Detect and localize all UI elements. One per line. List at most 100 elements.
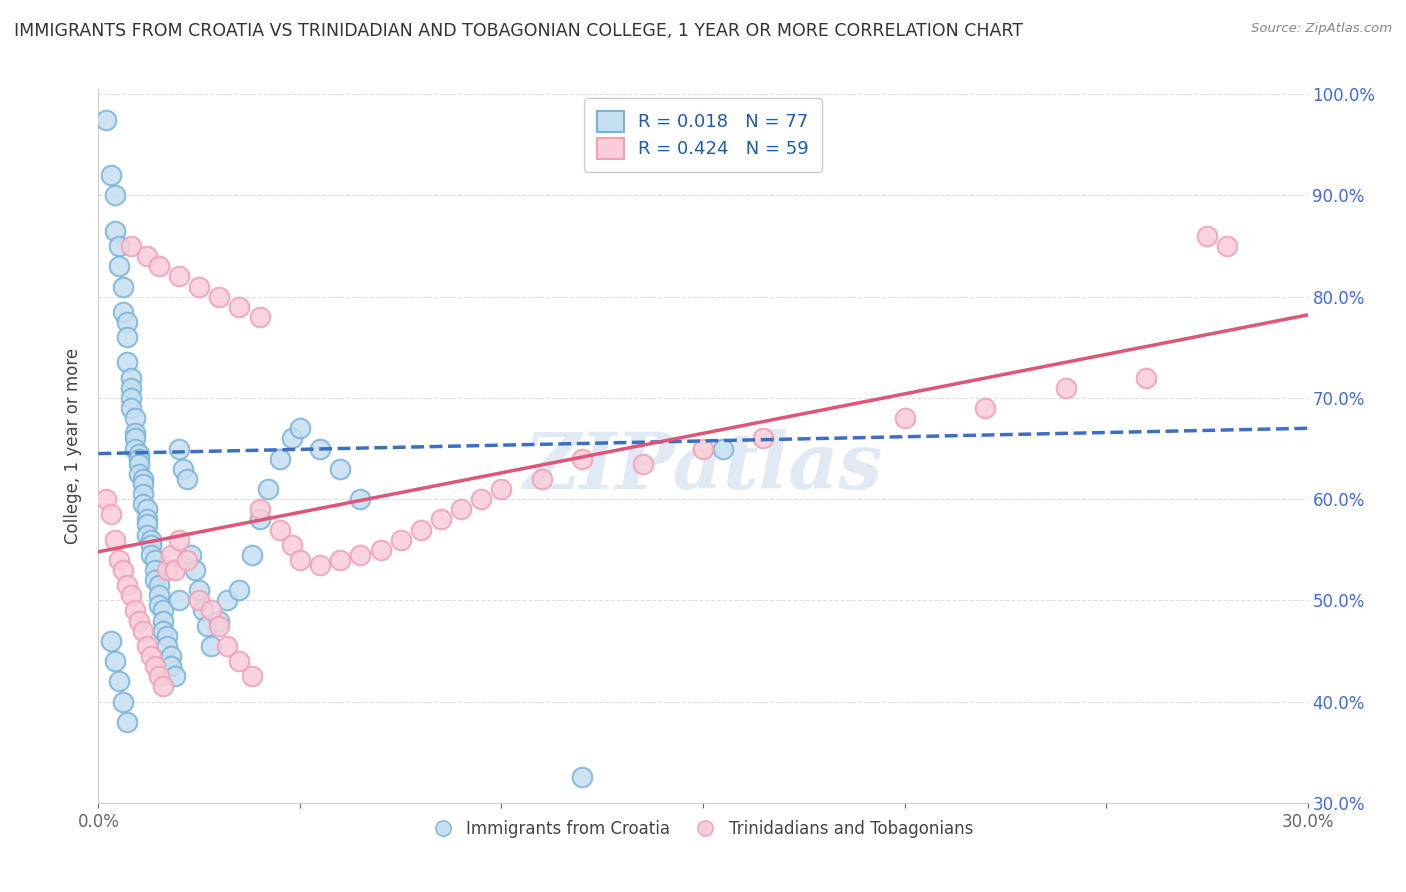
Point bbox=[100, 633, 122, 648]
Point bbox=[124, 431, 146, 445]
Point bbox=[107, 239, 129, 253]
Point bbox=[107, 674, 129, 689]
Point bbox=[115, 355, 138, 369]
Point bbox=[631, 457, 654, 471]
Point bbox=[152, 614, 174, 628]
Point bbox=[120, 370, 142, 384]
Point bbox=[370, 542, 392, 557]
Point bbox=[450, 502, 472, 516]
Point bbox=[148, 578, 170, 592]
Point bbox=[249, 310, 271, 324]
Point bbox=[107, 553, 129, 567]
Point bbox=[240, 669, 263, 683]
Point bbox=[135, 639, 157, 653]
Point bbox=[139, 538, 162, 552]
Point bbox=[571, 451, 593, 466]
Point bbox=[893, 411, 915, 425]
Point bbox=[228, 300, 250, 314]
Point bbox=[240, 548, 263, 562]
Point bbox=[208, 614, 231, 628]
Point bbox=[139, 648, 162, 663]
Point bbox=[128, 467, 150, 481]
Point bbox=[132, 472, 155, 486]
Point bbox=[176, 472, 198, 486]
Point bbox=[139, 533, 162, 547]
Point bbox=[530, 472, 553, 486]
Point bbox=[132, 477, 155, 491]
Point bbox=[163, 563, 186, 577]
Point bbox=[156, 629, 179, 643]
Point bbox=[188, 279, 211, 293]
Point bbox=[115, 330, 138, 344]
Point bbox=[135, 249, 157, 263]
Point bbox=[281, 538, 304, 552]
Point bbox=[692, 442, 714, 456]
Point bbox=[120, 239, 142, 253]
Point bbox=[409, 523, 432, 537]
Point bbox=[470, 492, 492, 507]
Point bbox=[752, 431, 775, 445]
Point bbox=[200, 639, 222, 653]
Point bbox=[143, 563, 166, 577]
Point bbox=[152, 680, 174, 694]
Point bbox=[103, 224, 125, 238]
Point bbox=[135, 517, 157, 532]
Point bbox=[107, 260, 129, 274]
Point bbox=[135, 502, 157, 516]
Point bbox=[111, 279, 134, 293]
Point bbox=[120, 401, 142, 415]
Text: IMMIGRANTS FROM CROATIA VS TRINIDADIAN AND TOBAGONIAN COLLEGE, 1 YEAR OR MORE CO: IMMIGRANTS FROM CROATIA VS TRINIDADIAN A… bbox=[14, 22, 1024, 40]
Point bbox=[103, 188, 125, 202]
Point bbox=[249, 502, 271, 516]
Point bbox=[132, 487, 155, 501]
Point bbox=[139, 548, 162, 562]
Point bbox=[103, 533, 125, 547]
Point bbox=[100, 168, 122, 182]
Point bbox=[167, 593, 190, 607]
Point bbox=[256, 482, 278, 496]
Text: Source: ZipAtlas.com: Source: ZipAtlas.com bbox=[1251, 22, 1392, 36]
Point bbox=[120, 381, 142, 395]
Point bbox=[200, 603, 222, 617]
Point bbox=[180, 548, 202, 562]
Point bbox=[228, 583, 250, 598]
Point bbox=[160, 548, 183, 562]
Point bbox=[128, 451, 150, 466]
Point bbox=[228, 654, 250, 668]
Point bbox=[135, 512, 157, 526]
Point bbox=[711, 442, 734, 456]
Point bbox=[128, 457, 150, 471]
Point bbox=[329, 553, 352, 567]
Point bbox=[389, 533, 412, 547]
Point bbox=[115, 315, 138, 329]
Point bbox=[1195, 229, 1218, 244]
Point bbox=[152, 603, 174, 617]
Point bbox=[132, 624, 155, 638]
Point bbox=[120, 391, 142, 405]
Point bbox=[167, 442, 190, 456]
Point bbox=[329, 462, 352, 476]
Point bbox=[100, 508, 122, 522]
Point bbox=[167, 269, 190, 284]
Point bbox=[135, 527, 157, 541]
Point bbox=[188, 583, 211, 598]
Point bbox=[152, 624, 174, 638]
Point bbox=[309, 442, 332, 456]
Legend: Immigrants from Croatia, Trinidadians and Tobagonians: Immigrants from Croatia, Trinidadians an… bbox=[426, 814, 980, 845]
Point bbox=[124, 603, 146, 617]
Point bbox=[156, 639, 179, 653]
Point bbox=[163, 669, 186, 683]
Point bbox=[156, 563, 179, 577]
Point bbox=[115, 578, 138, 592]
Point bbox=[349, 548, 371, 562]
Point bbox=[172, 462, 194, 476]
Point bbox=[103, 654, 125, 668]
Point bbox=[184, 563, 207, 577]
Point bbox=[176, 553, 198, 567]
Point bbox=[120, 588, 142, 602]
Point bbox=[269, 451, 291, 466]
Point bbox=[96, 112, 118, 127]
Point bbox=[281, 431, 304, 445]
Point bbox=[208, 618, 231, 632]
Point bbox=[349, 492, 371, 507]
